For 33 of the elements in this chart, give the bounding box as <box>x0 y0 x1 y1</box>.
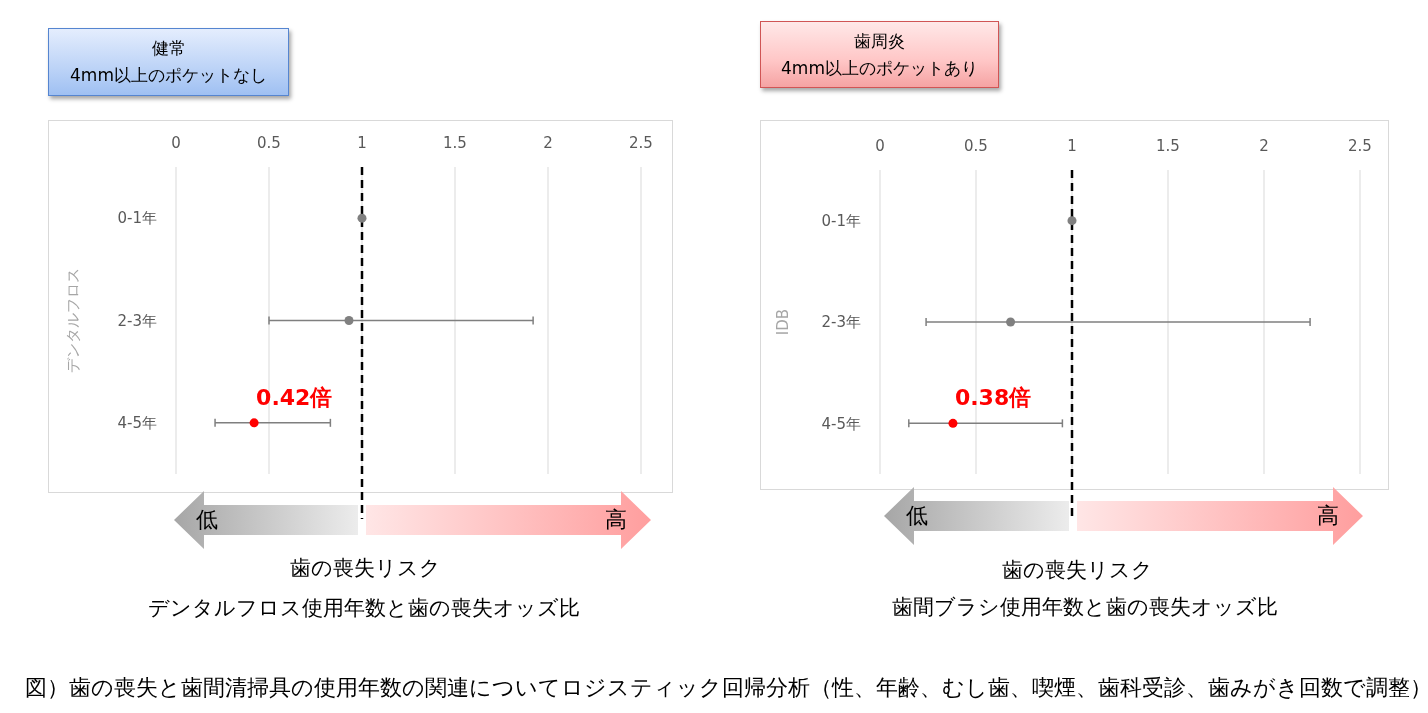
x-tick-label: 0 <box>875 137 885 155</box>
x-tick-label: 2.5 <box>629 134 653 152</box>
y-tick-label: 2-3年 <box>821 313 861 332</box>
x-tick-label: 2 <box>543 134 553 152</box>
y-axis-title: デンタルフロス <box>64 268 82 373</box>
chart-title: 健常 4mm以上のポケットなし <box>48 28 289 96</box>
x-axis-title: 歯の喪失リスク <box>1000 557 1154 583</box>
x-tick-label: 0 <box>171 134 181 152</box>
x-tick-label: 2.5 <box>1348 137 1372 155</box>
text: 低 <box>906 503 928 529</box>
text: 図）歯の喪失と歯間清掃具の使用年数の関連についてロジスティック回帰分析（性、年齢、むし歯、喫煙、歯科受診、歯みがき回数で調整） <box>23 675 1428 701</box>
x-tick-label: 0.5 <box>257 134 281 152</box>
x-tick-label: 1.5 <box>1156 137 1180 155</box>
text: デンタルフロス使用年数と歯の喪失オッズ比 <box>147 595 581 621</box>
text: 歯間ブラシ使用年数と歯の喪失オッズ比 <box>891 594 1279 620</box>
x-tick-label: 1 <box>1067 137 1077 155</box>
x-tick-label: 1 <box>357 134 367 152</box>
data-label: 0.38倍 <box>954 385 1032 411</box>
y-axis-title: IDB <box>774 308 792 336</box>
y-tick-label: 4-5年 <box>821 414 861 433</box>
text: 低 <box>196 507 218 533</box>
text: 高 <box>605 507 627 533</box>
y-tick-label: 4-5年 <box>117 414 157 433</box>
y-tick-label: 2-3年 <box>117 311 157 330</box>
x-tick-label: 0.5 <box>964 137 988 155</box>
x-axis-title: 歯の喪失リスク <box>288 555 442 581</box>
y-tick-label: 0-1年 <box>117 209 157 228</box>
chart-title: 歯周炎 4mm以上のポケットあり <box>760 21 999 88</box>
x-tick-label: 1.5 <box>443 134 467 152</box>
x-tick-label: 2 <box>1259 137 1269 155</box>
data-label: 0.42倍 <box>256 384 333 410</box>
y-tick-label: 0-1年 <box>821 211 861 230</box>
text: 高 <box>1317 503 1339 529</box>
